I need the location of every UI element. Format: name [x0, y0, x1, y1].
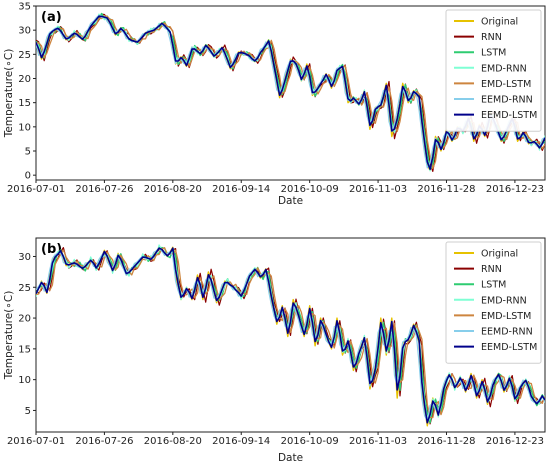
x-tick-label: 2016-10-09: [281, 436, 339, 447]
panel-b: 5 10 15 20 25 30 2016-07-01 2016-07-26 2016-08-2…: [3, 237, 546, 464]
legend-entry: RNN: [481, 32, 502, 43]
x-tick-label: 2016-08-20: [144, 436, 202, 447]
y-tick-label: 15: [18, 98, 31, 109]
y-tick-label: 25: [18, 283, 31, 294]
legend-entry: RNN: [481, 264, 502, 275]
x-tick-label: 2016-12-23: [486, 184, 544, 195]
legend: Original RNN LSTM EMD-RNN EMD-LSTM EEMD-RNN EE…: [445, 241, 542, 364]
legend-box: [445, 9, 542, 132]
x-tick-label: 2016-07-26: [75, 184, 133, 195]
legend-entry: LSTM: [481, 48, 506, 59]
legend-entry: EEMD-RNN: [481, 327, 533, 338]
y-tick-label: 10: [18, 375, 31, 386]
y-axis-label: Temperature(∘C): [3, 291, 15, 381]
legend-box: [445, 241, 542, 364]
legend-entry: EEMD-RNN: [481, 95, 533, 106]
legend-entry: EEMD-LSTM: [481, 110, 537, 121]
y-tick-label: 0: [25, 171, 31, 182]
legend-entry: EMD-LSTM: [481, 79, 531, 90]
y-tick-label: 15: [18, 344, 31, 355]
x-tick-label: 2016-07-26: [75, 436, 133, 447]
x-tick-label: 2016-11-03: [349, 436, 407, 447]
x-tick-label: 2016-07-01: [7, 436, 65, 447]
x-tick-label: 2016-09-14: [212, 436, 270, 447]
x-tick-label: 2016-12-23: [486, 436, 544, 447]
legend-entry: LSTM: [481, 280, 506, 291]
legend-entry: EEMD-LSTM: [481, 342, 537, 353]
y-tick-label: 10: [18, 122, 31, 133]
y-tick-label: 30: [18, 26, 31, 37]
y-tick-label: 25: [18, 50, 31, 61]
x-tick-label: 2016-07-01: [7, 184, 65, 195]
y-tick-label: 20: [18, 74, 31, 85]
y-axis-label: Temperature(∘C): [3, 49, 15, 139]
legend-entry: Original: [481, 17, 518, 28]
series-line-emd-lstm: [36, 247, 545, 419]
x-axis-label: Date: [278, 195, 303, 207]
y-tick-label: 5: [25, 147, 31, 158]
legend-entry: EMD-LSTM: [481, 311, 531, 322]
y-tick-label: 5: [25, 406, 31, 417]
legend: Original RNN LSTM EMD-RNN EMD-LSTM EEMD-RNN EE…: [445, 9, 542, 132]
x-tick-label: 2016-11-28: [417, 436, 475, 447]
x-axis-label: Date: [278, 452, 303, 464]
x-tick-label: 2016-10-09: [281, 184, 339, 195]
series-line-eemd-lstm: [36, 247, 545, 424]
panel-a: 0 5 10 15 20 25 30 35 2016-07-01 2016-07-26 2016-0…: [3, 2, 546, 207]
legend-entry: EMD-RNN: [481, 63, 527, 74]
legend-entry: Original: [481, 249, 518, 260]
x-tick-label: 2016-11-28: [417, 184, 475, 195]
x-tick-label: 2016-08-20: [144, 184, 202, 195]
y-tick-label: 35: [18, 2, 31, 13]
y-tick-label: 30: [18, 252, 31, 263]
x-tick-label: 2016-11-03: [349, 184, 407, 195]
panel-label: (a): [41, 10, 62, 25]
series-group: [36, 244, 545, 427]
x-tick-label: 2016-09-14: [212, 184, 270, 195]
y-tick-label: 20: [18, 314, 31, 325]
legend-entry: EMD-RNN: [481, 295, 527, 306]
